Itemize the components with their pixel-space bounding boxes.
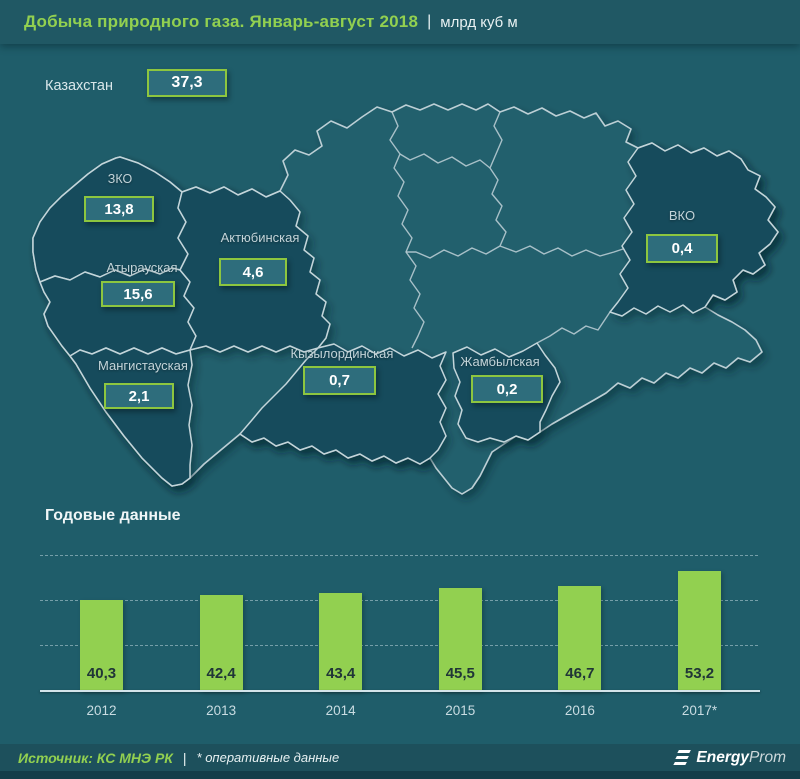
internal-borders [389, 111, 627, 349]
bar-2016 [558, 586, 602, 691]
bar-2015 [438, 588, 482, 691]
highlighted-regions [32, 142, 779, 487]
region-vko-shape [609, 142, 779, 317]
footer-bottom-strip [0, 771, 800, 779]
bar-value-2016: 46,7 [565, 665, 595, 682]
bar-year-2015: 2015 [445, 703, 476, 718]
bar-value-2017*: 53,2 [684, 665, 715, 682]
logo-text-bold: Energy [696, 748, 749, 766]
region-value-box-zhambyl: 0,2 [471, 375, 543, 403]
bar-value-2012: 40,3 [86, 665, 117, 682]
bar-year-2013: 2013 [206, 703, 237, 718]
header-bar: Добыча природного газа. Январь-август 20… [0, 0, 800, 44]
region-label-atyrau: Атырауская [106, 260, 178, 275]
region-label-zko: ЗКО [107, 172, 133, 186]
region-value-box-aktobe: 4,6 [219, 258, 287, 286]
energyprom-logo-icon [673, 750, 692, 765]
bar-year-2016: 2016 [564, 703, 595, 718]
source-label: Источник: КС МНЭ РК [18, 749, 173, 766]
region-value-box-zko: 13,8 [84, 196, 154, 222]
region-value-box-atyrau: 15,6 [101, 281, 175, 307]
region-value-box-mangystau: 2,1 [104, 383, 174, 409]
bar-year-2014: 2014 [325, 703, 356, 718]
chart-gridline-60 [40, 554, 758, 556]
footnote-label: * оперативные данные [196, 750, 340, 765]
country-value-box: 37,3 [147, 69, 227, 97]
logo-text-light: Prom [748, 748, 786, 766]
chart-gridline-20 [40, 644, 758, 646]
chart-gridline-40 [40, 599, 758, 601]
bar-2017* [678, 571, 721, 691]
region-label-kyzylorda: Кызылординская [290, 346, 394, 361]
region-label-aktobe: Актюбинская [220, 230, 300, 245]
title-separator: | [427, 13, 432, 30]
region-label-mangystau: Мангистауская [98, 358, 188, 373]
chart-title: Годовые данные [45, 507, 181, 524]
region-mangystau-shape [69, 347, 193, 487]
bar-year-2017*: 2017* [681, 703, 718, 718]
region-label-vko: ВКО [668, 208, 696, 223]
region-label-zhambyl: Жамбылская [460, 354, 540, 369]
bar-value-2014: 43,4 [326, 665, 356, 682]
region-kyzylorda-shape [239, 343, 447, 465]
chart-x-axis [40, 690, 760, 692]
bar-2012 [80, 600, 123, 691]
bar-2014 [319, 593, 363, 691]
bar-2013 [199, 595, 243, 691]
footer-separator: | [182, 749, 187, 766]
region-value-box-kyzylorda: 0,7 [303, 366, 376, 395]
units-label: млрд куб м [440, 13, 518, 31]
page-title: Добыча природного газа. Январь-август 20… [24, 12, 419, 31]
footer-bar: Источник: КС МНЭ РК | * оперативные данн… [0, 744, 800, 771]
country-label: Казахстан [45, 78, 113, 94]
region-value-box-vko: 0,4 [646, 234, 718, 263]
bar-value-2015: 45,5 [445, 665, 475, 682]
energyprom-logo: Energy Prom [673, 744, 786, 771]
bar-year-2012: 2012 [86, 703, 117, 718]
bar-value-2013: 42,4 [206, 665, 236, 682]
